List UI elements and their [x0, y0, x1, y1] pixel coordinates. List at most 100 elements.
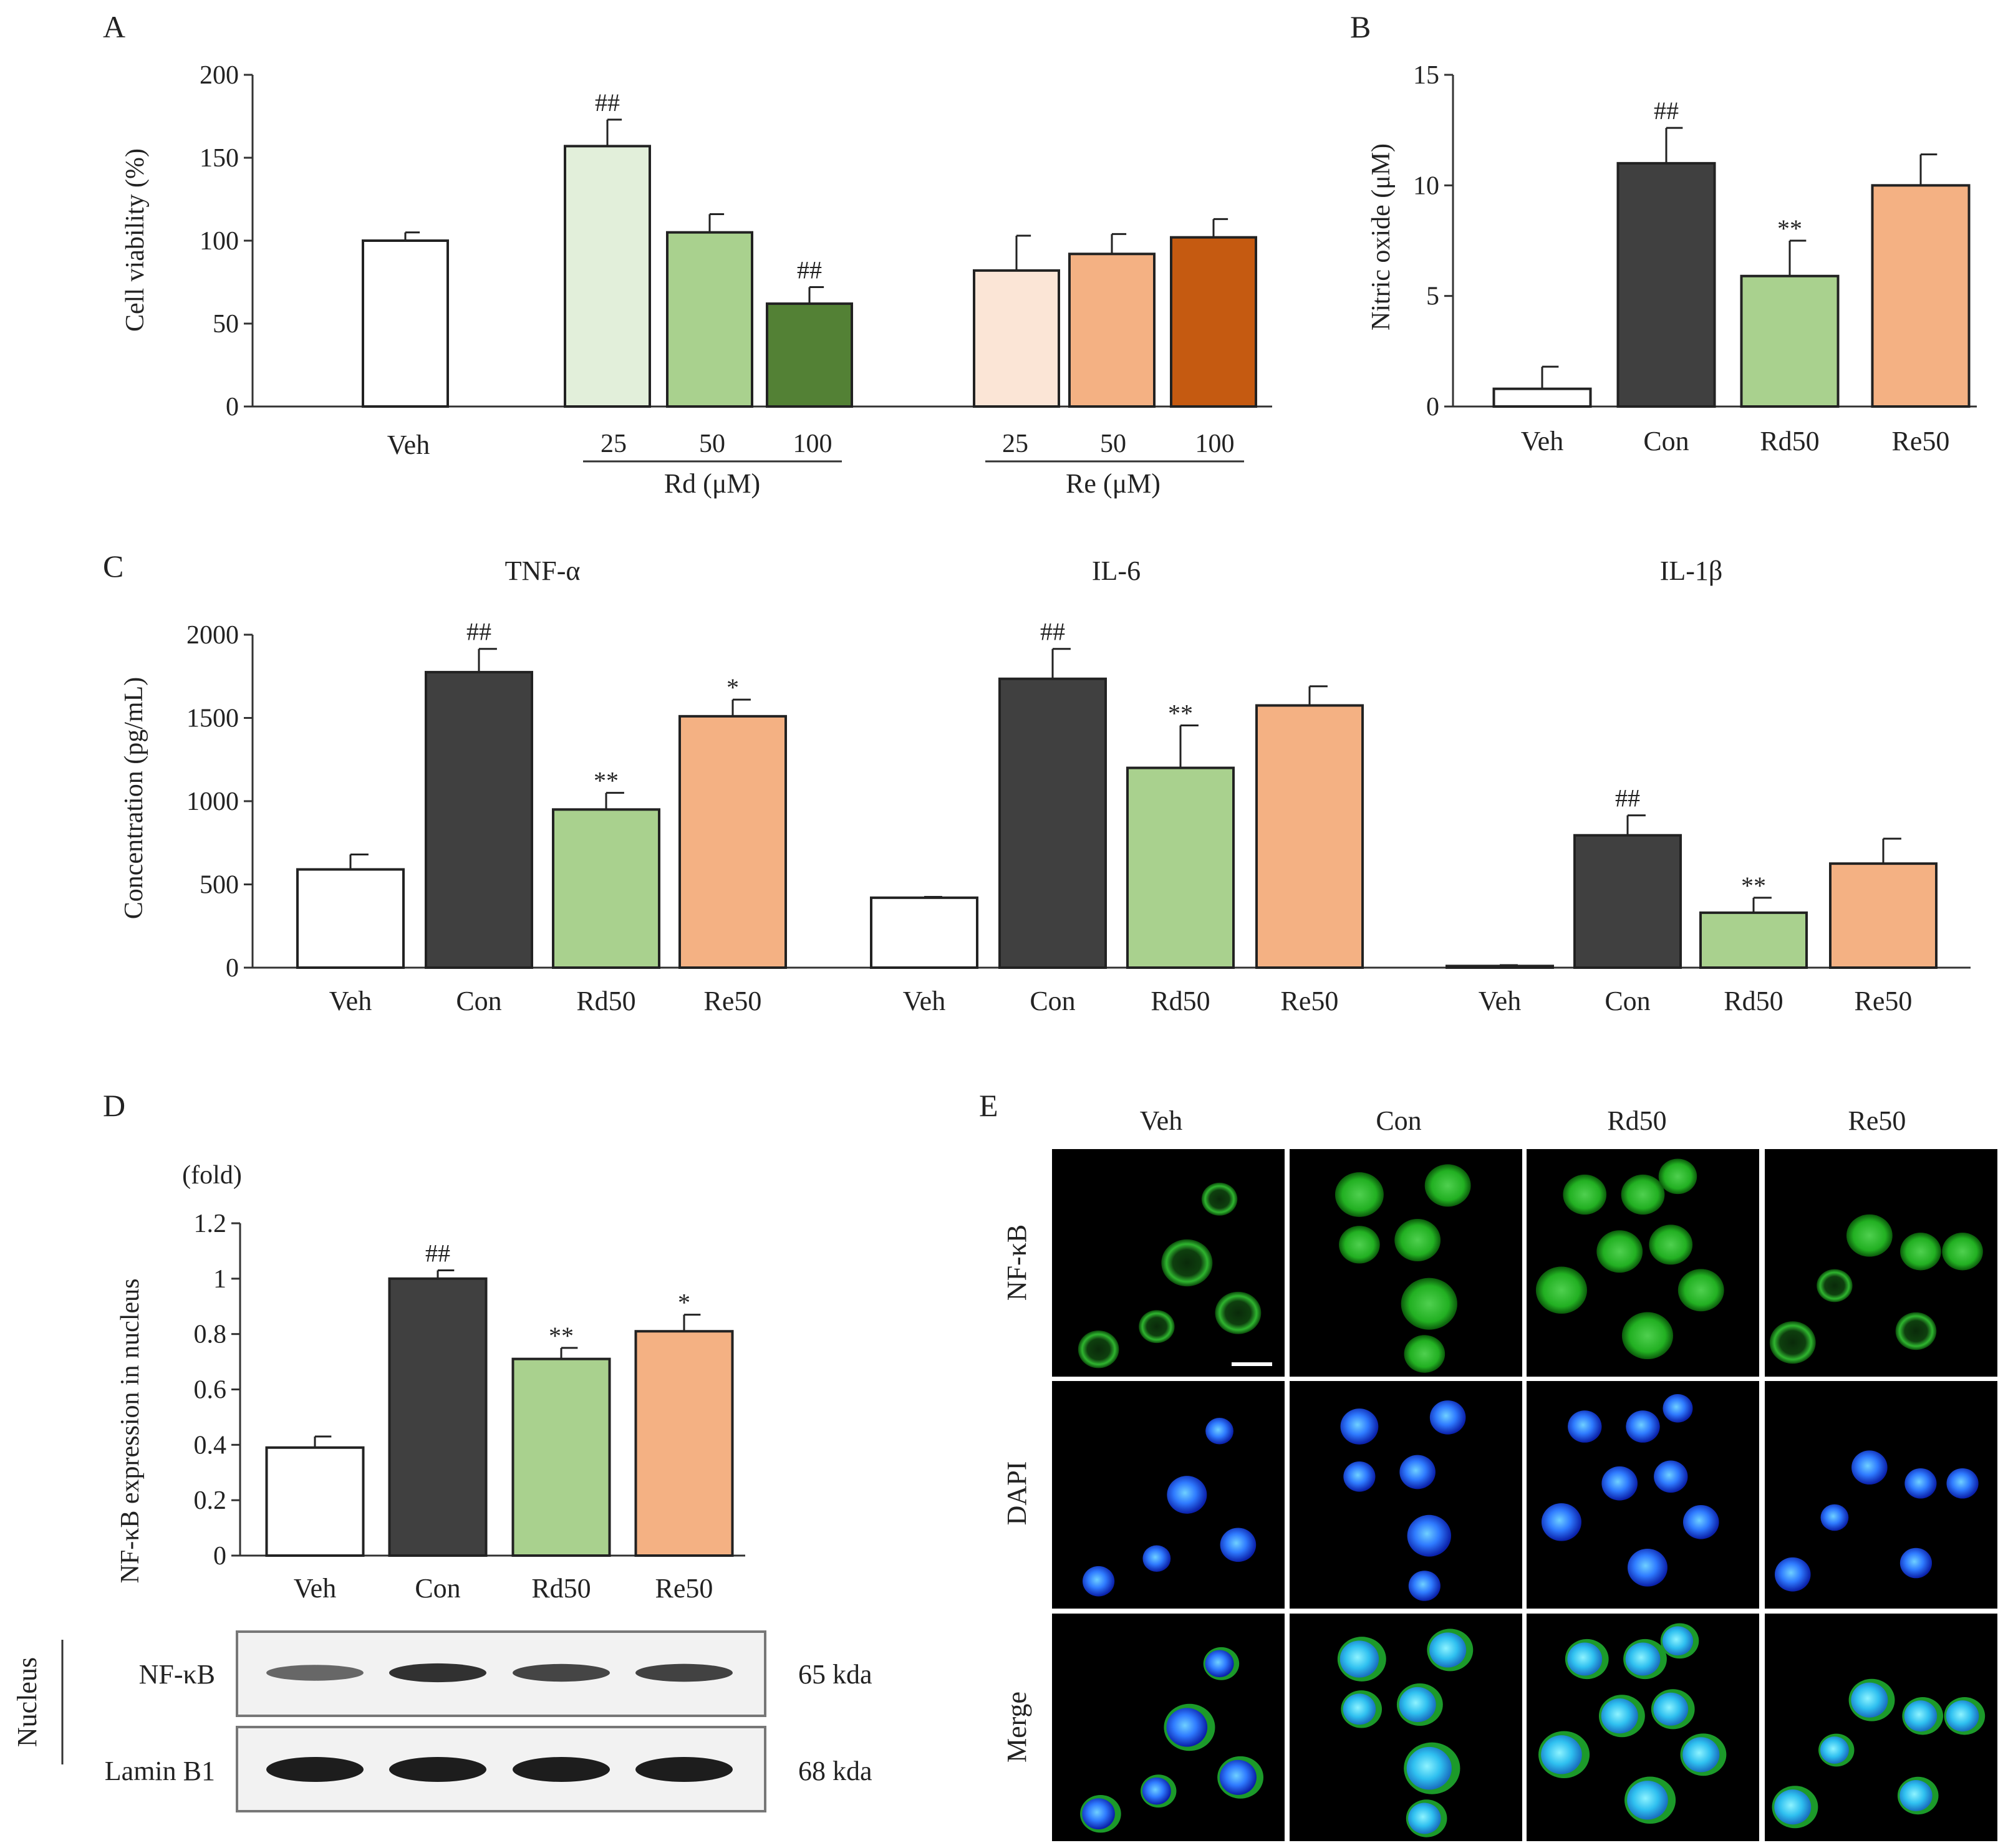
- micro-row-merge: Merge: [1002, 1692, 1032, 1763]
- chart-d-ytick-label-3: 0.6: [194, 1376, 227, 1405]
- merge-nucleus: [1408, 1802, 1441, 1834]
- chart-c-tnf-con-sig: ##: [466, 618, 491, 646]
- blot-band-laminb1-3: [635, 1757, 733, 1782]
- dapi-nucleus: [1626, 1410, 1660, 1443]
- micro-col-re50: Re50: [1848, 1105, 1906, 1136]
- blot-row-label-laminb1: Lamin B1: [105, 1756, 215, 1786]
- nfkb-cell: [1769, 1321, 1816, 1364]
- merge-nucleus: [1343, 1693, 1376, 1725]
- chart-b-con-sig: ##: [1654, 97, 1679, 125]
- panel-b-letter: B: [1350, 9, 1371, 44]
- chart-d-xlabel-veh: Veh: [294, 1573, 336, 1604]
- panel-a-letter: A: [103, 9, 125, 44]
- chart-d-ylabel: NF-κB expression in nucleus: [116, 1279, 145, 1584]
- chart-c-il1b-rd50-xlabel: Rd50: [1724, 986, 1783, 1016]
- panel-c-letter: C: [103, 549, 123, 584]
- chart-a-4-bar: [973, 269, 1060, 408]
- nfkb-cell: [1339, 1226, 1380, 1264]
- nfkb-cell: [1621, 1174, 1665, 1215]
- dapi-nucleus: [1429, 1400, 1466, 1435]
- chart-d-xlabel-rd50: Rd50: [531, 1573, 591, 1604]
- dapi-nucleus: [1946, 1468, 1979, 1499]
- chart-b-ytick-label-1: 5: [1426, 282, 1439, 311]
- nfkb-cell: [1658, 1158, 1697, 1195]
- micro-tile-merge-rd50: [1527, 1614, 1759, 1841]
- panel-e-letter: E: [979, 1088, 998, 1123]
- blot-row-label-nfkb: NF-κB: [139, 1659, 215, 1690]
- panel-d-letter: D: [103, 1088, 125, 1123]
- dapi-nucleus: [1205, 1418, 1233, 1445]
- chart-c-ytick-label-4: 2000: [186, 621, 239, 650]
- dapi-nucleus: [1851, 1450, 1888, 1485]
- micro-tile-bg: [1290, 1381, 1522, 1609]
- chart-a-rd-dose-50: 50: [699, 430, 725, 458]
- dapi-nucleus: [1399, 1455, 1436, 1489]
- chart-c-il1b-con-sig: ##: [1615, 784, 1640, 812]
- chart-d-veh-bar: [265, 1446, 365, 1557]
- micro-tile-merge-re50: [1765, 1614, 1997, 1841]
- chart-c-il6-rd50-sig: **: [1168, 700, 1193, 728]
- dapi-nucleus: [1601, 1466, 1638, 1501]
- dapi-nucleus: [1904, 1468, 1937, 1499]
- micro-tile-merge-veh: [1052, 1614, 1285, 1841]
- chart-b-xlabel-rd50: Rd50: [1760, 426, 1819, 456]
- merge-nucleus: [1219, 1759, 1257, 1795]
- chart-c-tnf-con-bar: [425, 671, 533, 969]
- dapi-nucleus: [1142, 1545, 1171, 1572]
- blot-band-laminb1-2: [513, 1757, 610, 1782]
- chart-a-rd-group-label: Rd (μM): [664, 468, 760, 499]
- nfkb-cell: [1394, 1219, 1441, 1261]
- chart-a-3-bar: [766, 302, 853, 408]
- chart-d-unit-label: (fold): [182, 1161, 242, 1190]
- nfkb-cell: [1401, 1278, 1457, 1330]
- chart-c-il1b-veh-xlabel: Veh: [1479, 986, 1521, 1016]
- chart-c-il6-veh-bar: [870, 896, 978, 969]
- dapi-nucleus: [1082, 1566, 1115, 1597]
- blot-band-nfkb-0: [266, 1665, 364, 1681]
- chart-d-xlabel-con: Con: [415, 1573, 460, 1604]
- micro-tile-bg: [1290, 1614, 1522, 1841]
- chart-c-il6-re50-xlabel: Re50: [1281, 986, 1339, 1016]
- chart-c-axes: 0 500 1000 1500 2000: [186, 621, 1971, 983]
- chart-d-ytick-label-5: 1: [213, 1265, 226, 1294]
- chart-b-bars: Veh ## Con ** Rd50 Re50: [1492, 97, 1971, 456]
- chart-b-rd50-bar: [1740, 274, 1840, 408]
- micro-tile-bg: [1290, 1149, 1522, 1377]
- chart-d-nfkb: 0 0.2 0.4 0.6 0.8 1 1.2 Veh ## Con ** Rd50 * Re50 (f…: [116, 1161, 745, 1604]
- chart-b-rd50-sig: **: [1777, 214, 1802, 243]
- chart-b-ylabel: Nitric oxide (μM): [1367, 143, 1396, 330]
- merge-nucleus: [1567, 1642, 1603, 1676]
- micro-col-veh: Veh: [1140, 1105, 1182, 1136]
- chart-a-bars: ## ##: [362, 89, 1257, 408]
- chart-b-veh-bar: [1492, 387, 1592, 408]
- nfkb-cell: [1404, 1335, 1446, 1373]
- chart-c-ytick-label-0: 0: [226, 954, 239, 983]
- dapi-nucleus: [1220, 1528, 1257, 1562]
- chart-d-ytick-label-4: 0.8: [194, 1321, 227, 1349]
- chart-b-xlabel-re50: Re50: [1892, 426, 1950, 456]
- chart-b-ytick-label-2: 10: [1413, 171, 1439, 200]
- chart-c-tnf-re50-sig: *: [726, 673, 739, 701]
- dapi-nucleus: [1627, 1548, 1668, 1587]
- merge-nucleus: [1541, 1735, 1582, 1774]
- chart-d-ytick-label-2: 0.4: [194, 1431, 227, 1460]
- chart-c-il1b-re50-xlabel: Re50: [1855, 986, 1913, 1016]
- blot-band-laminb1-1: [389, 1757, 486, 1782]
- nfkb-cell: [1895, 1312, 1937, 1350]
- blot-bands: [266, 1663, 733, 1782]
- chart-c-il1b-rd50-bar: [1699, 911, 1808, 970]
- merge-nucleus: [1601, 1698, 1638, 1734]
- nfkb-cell: [1900, 1233, 1941, 1271]
- chart-a-0-bar: [362, 239, 449, 408]
- chart-c-tnf-re50-xlabel: Re50: [704, 986, 762, 1016]
- micrograph-grid: Veh Con Rd50 Re50 NF-κB DAPI Merge: [1002, 1105, 1997, 1841]
- merge-nucleus: [1774, 1789, 1812, 1825]
- chart-a-ytick-label-0: 0: [226, 393, 239, 421]
- micro-col-con: Con: [1376, 1105, 1421, 1136]
- dapi-nucleus: [1343, 1461, 1376, 1492]
- merge-nucleus: [1166, 1708, 1208, 1747]
- dapi-nucleus: [1541, 1503, 1581, 1541]
- nfkb-cell: [1215, 1291, 1262, 1334]
- dapi-nucleus: [1682, 1504, 1719, 1539]
- blot-band-nfkb-3: [635, 1663, 733, 1682]
